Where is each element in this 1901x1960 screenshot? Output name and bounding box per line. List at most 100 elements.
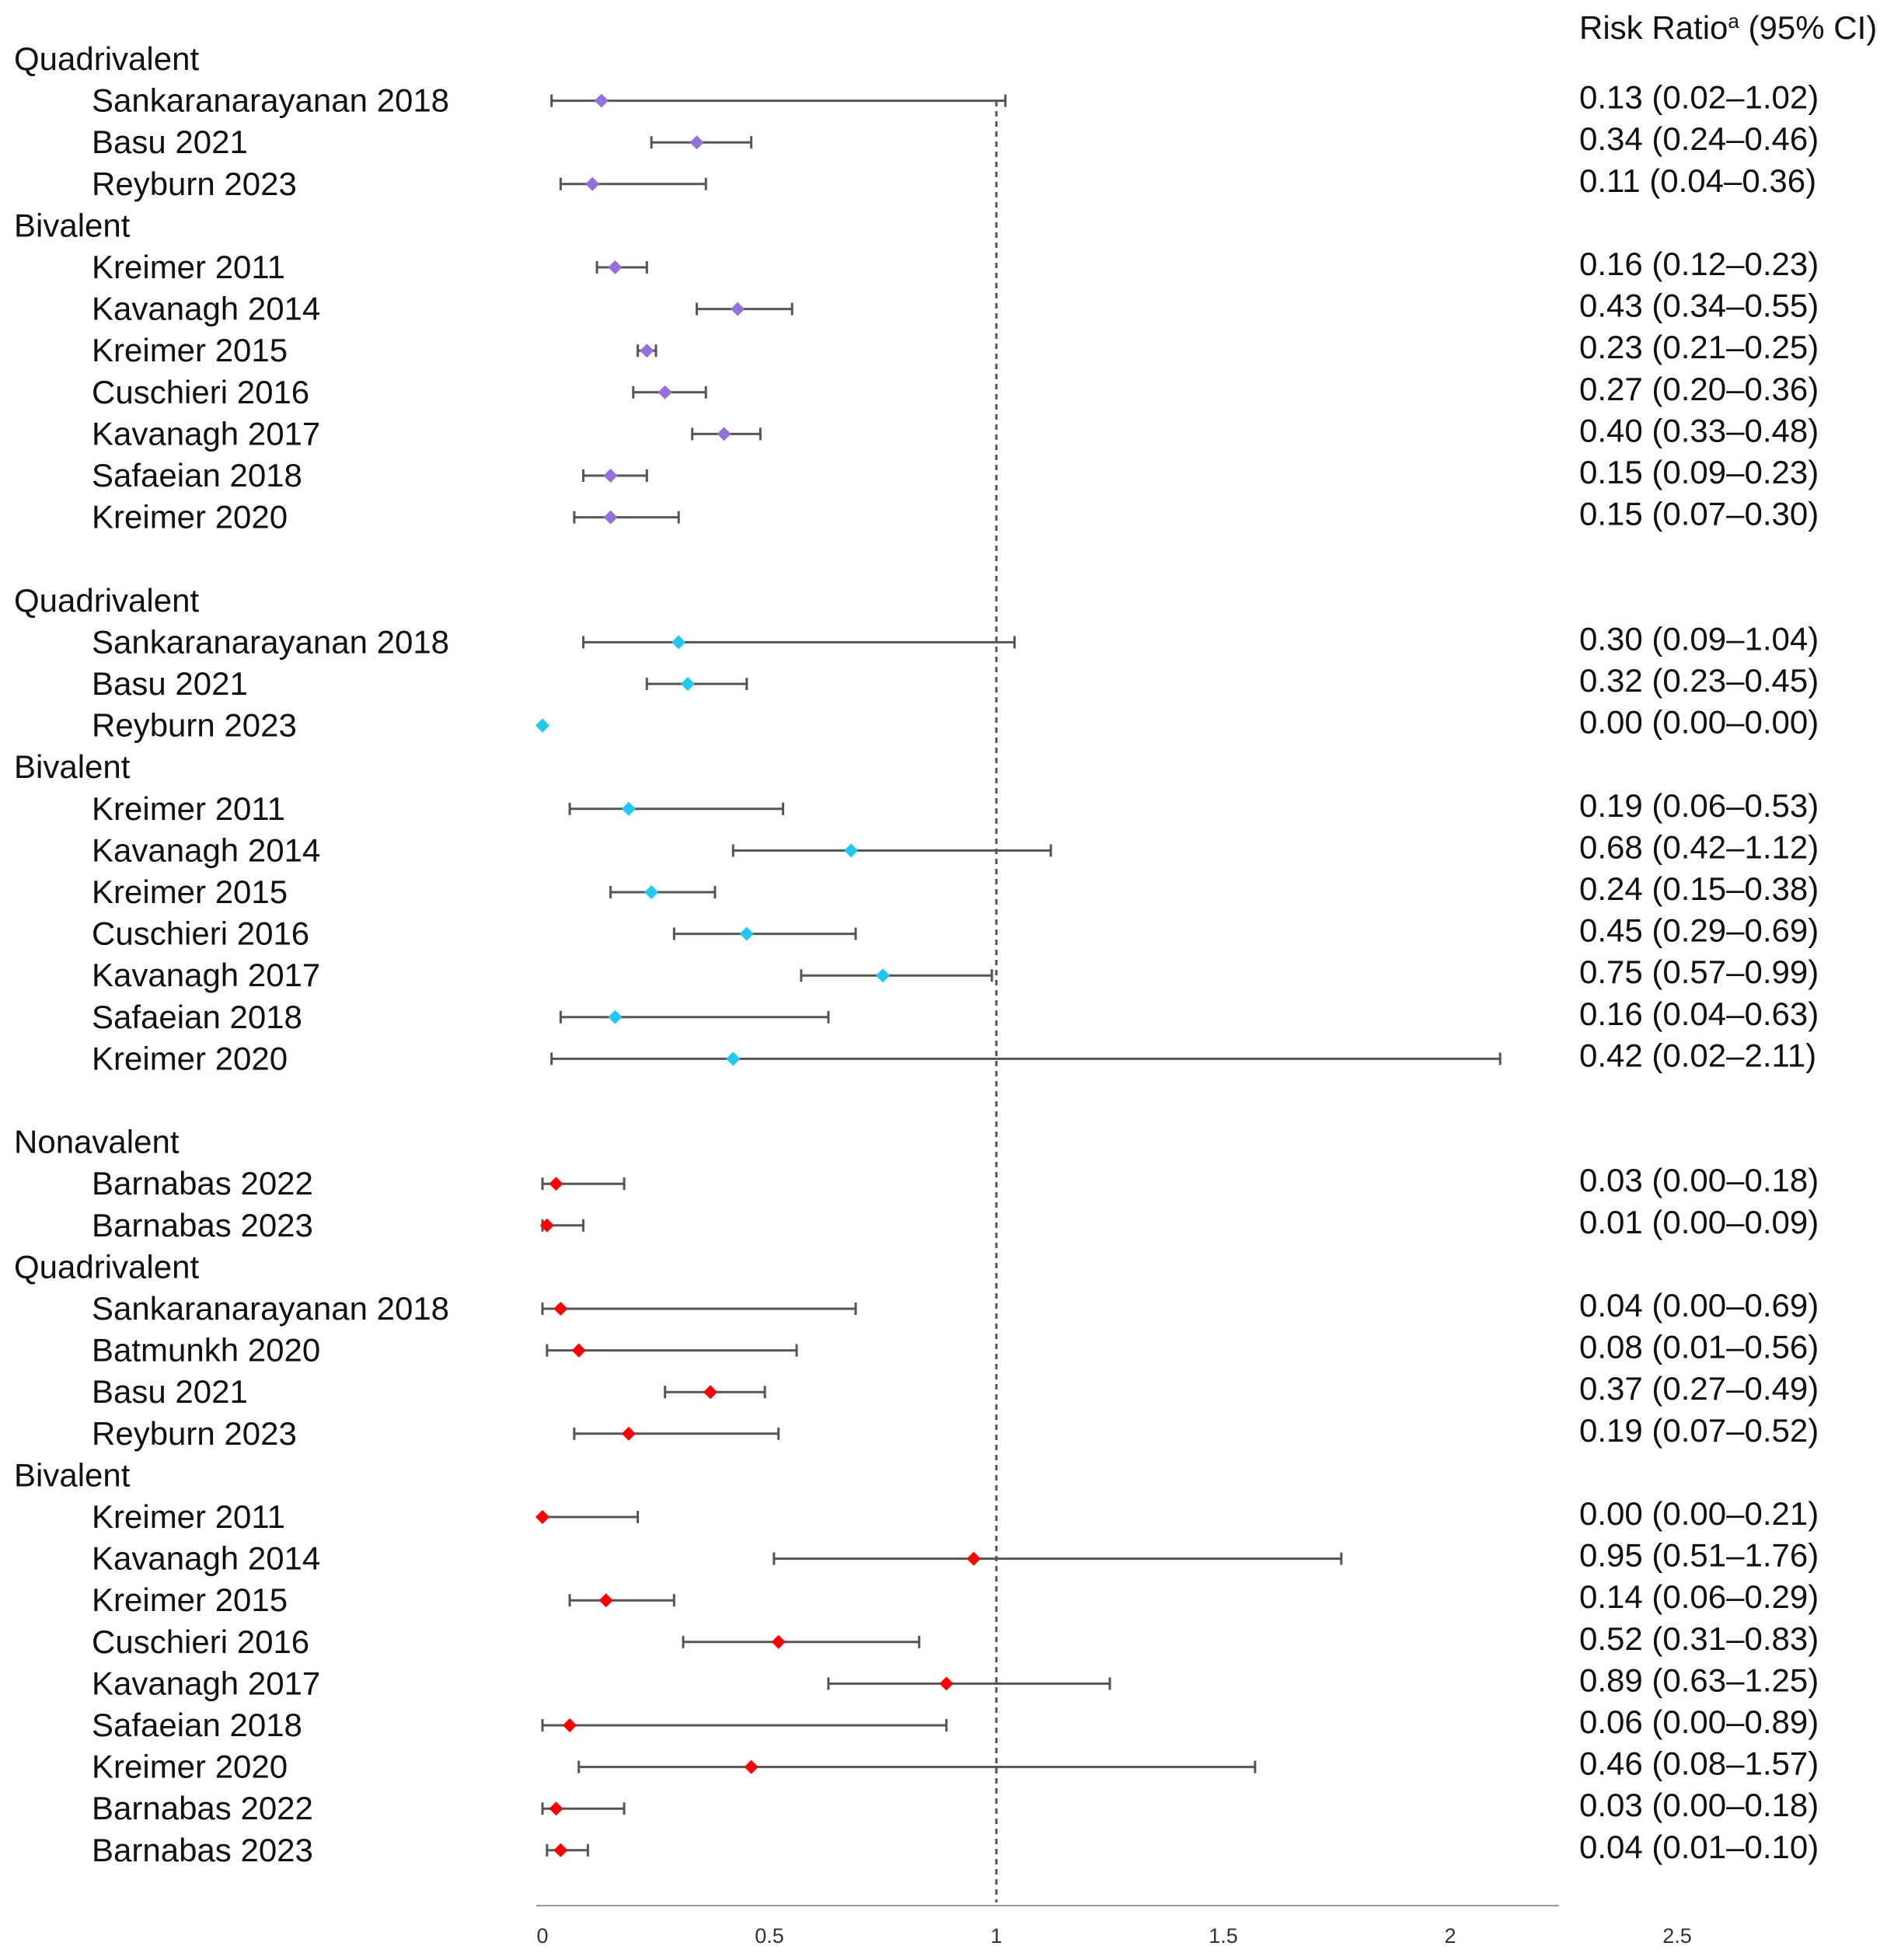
risk-ratio-value: 0.00 (0.00–0.21) [1579,1495,1819,1532]
x-tick-label: 1.5 [1209,1924,1238,1948]
risk-ratio-value: 0.27 (0.20–0.36) [1579,371,1819,407]
risk-ratio-value: 0.45 (0.29–0.69) [1579,912,1819,949]
study-label: Basu 2021 [92,1373,248,1410]
study-label: Kreimer 2011 [92,790,285,827]
study-label: Reyburn 2023 [92,1415,297,1452]
study-label: Kreimer 2020 [92,1040,288,1076]
header-suffix: (95% CI) [1739,9,1877,46]
point-estimate-diamond [844,843,859,858]
risk-ratio-value: 0.46 (0.08–1.57) [1579,1746,1819,1782]
study-label: Kavanagh 2017 [92,1665,320,1701]
point-estimate-diamond [966,1551,981,1566]
risk-ratio-value: 0.32 (0.23–0.45) [1579,662,1819,699]
study-label: Barnabas 2022 [92,1165,313,1201]
point-estimate-diamond [671,635,686,650]
study-label: Safaeian 2018 [92,999,302,1035]
study-label: Kreimer 2015 [92,1582,288,1618]
risk-ratio-value: 0.52 (0.31–0.83) [1579,1620,1819,1657]
group-label-quadrivalent: Quadrivalent [14,582,199,619]
risk-ratio-value: 0.00 (0.00–0.00) [1579,704,1819,741]
study-label: Basu 2021 [92,124,248,160]
group-label-bivalent: Bivalent [14,207,131,243]
point-estimate-diamond [594,93,609,108]
point-estimate-diamond [621,1426,636,1441]
plot-marks: Quadrivalent Sankaranarayanan 2018 0.13 (0… [14,40,1819,1948]
study-label: Reyburn 2023 [92,166,297,202]
point-estimate-diamond [644,885,659,899]
point-estimate-diamond [571,1343,586,1358]
point-estimate-diamond [535,718,549,733]
risk-ratio-value: 0.40 (0.33–0.48) [1579,412,1819,448]
risk-ratio-value: 0.14 (0.06–0.29) [1579,1578,1819,1615]
point-estimate-diamond [658,385,672,399]
risk-ratio-value: 0.19 (0.07–0.52) [1579,1412,1819,1449]
risk-ratio-value: 0.03 (0.00–0.18) [1579,1162,1819,1198]
point-estimate-diamond [549,1801,563,1816]
group-label-quadrivalent: Quadrivalent [14,1248,199,1285]
study-label: Kreimer 2015 [92,874,288,910]
study-label: Cuschieri 2016 [92,915,309,952]
risk-ratio-value: 0.01 (0.00–0.09) [1579,1204,1819,1240]
study-label: Batmunkh 2020 [92,1332,320,1369]
point-estimate-diamond [598,1593,613,1608]
study-label: Kavanagh 2014 [92,832,320,868]
point-estimate-diamond [621,801,636,816]
point-estimate-diamond [731,302,745,316]
point-estimate-diamond [603,469,618,483]
header-text: Risk Ratio [1579,9,1728,46]
study-label: Barnabas 2023 [92,1207,313,1243]
risk-ratio-value: 0.34 (0.24–0.46) [1579,120,1819,157]
study-label: Kavanagh 2017 [92,957,320,993]
risk-ratio-value: 0.42 (0.02–2.11) [1579,1037,1816,1073]
x-tick-label: 0 [536,1924,548,1948]
risk-ratio-value: 0.16 (0.12–0.23) [1579,246,1819,282]
risk-ratio-value: 0.95 (0.51–1.76) [1579,1537,1819,1574]
x-tick-label: 0.5 [755,1924,784,1948]
study-label: Kavanagh 2014 [92,291,320,327]
study-label: Barnabas 2023 [92,1832,313,1868]
point-estimate-diamond [640,344,654,358]
point-estimate-diamond [563,1718,577,1732]
study-label: Sankaranarayanan 2018 [92,82,449,119]
study-label: Kreimer 2011 [92,249,285,285]
point-estimate-diamond [549,1177,563,1191]
point-estimate-diamond [739,926,754,941]
point-estimate-diamond [608,1010,623,1024]
risk-ratio-value: 0.08 (0.01–0.56) [1579,1329,1819,1365]
point-estimate-diamond [876,968,890,983]
header-superscript: a [1728,9,1739,33]
risk-ratio-value: 0.37 (0.27–0.49) [1579,1370,1819,1407]
study-label: Sankaranarayanan 2018 [92,1290,449,1327]
risk-ratio-value: 0.15 (0.07–0.30) [1579,496,1819,532]
study-label: Safaeian 2018 [92,457,302,493]
point-estimate-diamond [585,176,600,191]
point-estimate-diamond [771,1634,786,1649]
study-label: Kreimer 2015 [92,332,288,368]
risk-ratio-value: 0.24 (0.15–0.38) [1579,870,1819,907]
column-header-risk-ratio: Risk Ratioa (95% CI) [1579,9,1877,46]
point-estimate-diamond [726,1051,741,1066]
study-label: Kavanagh 2014 [92,1540,320,1577]
point-estimate-diamond [744,1759,759,1774]
study-label: Safaeian 2018 [92,1707,302,1743]
point-estimate-diamond [939,1676,954,1691]
risk-ratio-value: 0.03 (0.00–0.18) [1579,1787,1819,1823]
risk-ratio-value: 0.15 (0.09–0.23) [1579,454,1819,490]
risk-ratio-value: 0.04 (0.00–0.69) [1579,1287,1819,1324]
study-label: Basu 2021 [92,665,248,702]
point-estimate-diamond [535,1510,549,1524]
study-label: Reyburn 2023 [92,707,297,744]
risk-ratio-value: 0.11 (0.04–0.36) [1579,162,1816,199]
group-label-bivalent: Bivalent [14,1456,131,1493]
study-label: Kavanagh 2017 [92,415,320,452]
risk-ratio-value: 0.89 (0.63–1.25) [1579,1662,1819,1698]
point-estimate-diamond [703,1385,718,1400]
study-label: Kreimer 2020 [92,499,288,535]
point-estimate-diamond [539,1218,554,1233]
x-tick-label: 2 [1444,1924,1456,1948]
point-estimate-diamond [608,260,623,274]
study-label: Barnabas 2022 [92,1790,313,1826]
point-estimate-diamond [689,135,704,150]
risk-ratio-value: 0.68 (0.42–1.12) [1579,828,1819,865]
group-label-quadrivalent: Quadrivalent [14,40,199,77]
